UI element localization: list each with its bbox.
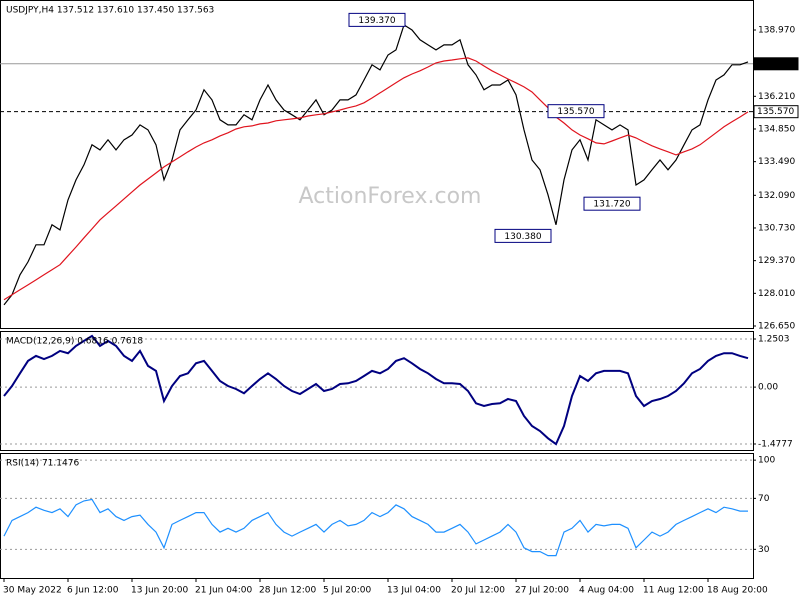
panel-frame	[0, 453, 754, 579]
y-tick-label: 100	[758, 456, 775, 466]
level-box	[753, 57, 799, 71]
x-tick-label: 13 Jun 20:00	[131, 586, 188, 596]
y-tick-label: 126.650	[758, 322, 795, 332]
y-tick-label: 134.850	[758, 124, 795, 134]
level-label: 135.570	[757, 107, 794, 117]
y-tick-label: 138.970	[758, 25, 795, 35]
x-tick-label: 6 Jun 12:00	[67, 586, 119, 596]
panel-title: MACD(12,26,9) 0.6816 0.7618	[6, 337, 143, 347]
annotation-box	[583, 196, 641, 211]
x-tick-label: 21 Jun 04:00	[195, 586, 252, 596]
annotation-label: 139.370	[358, 16, 395, 26]
series-line	[3, 334, 749, 446]
x-tick-label: 28 Jun 12:00	[259, 586, 316, 596]
y-tick-label: 1.2503	[758, 334, 790, 344]
annotation-box	[348, 12, 406, 27]
panel-frame	[0, 331, 754, 451]
y-tick-label: 129.370	[758, 256, 795, 266]
x-tick-label: 4 Aug 04:00	[579, 586, 634, 596]
annotation-box	[547, 104, 605, 119]
annotation-label: 135.570	[557, 107, 594, 117]
y-tick-label: 132.090	[758, 191, 795, 201]
x-tick-label: 11 Aug 12:00	[643, 586, 704, 596]
panel-frame	[0, 0, 754, 329]
panel-title: RSI(14) 71.1476	[6, 459, 79, 469]
y-tick-label: 128.010	[758, 289, 795, 299]
y-tick-label: 130.730	[758, 223, 795, 233]
annotation-label: 131.720	[593, 200, 630, 210]
series-line	[3, 57, 749, 301]
x-tick-label: 27 Jul 20:00	[515, 586, 569, 596]
series-line	[3, 23, 749, 306]
annotation-label: 130.380	[504, 232, 541, 242]
y-tick-label: -1.4777	[758, 439, 793, 449]
y-tick-label: 133.490	[758, 157, 795, 167]
x-tick-label: 13 Jul 04:00	[387, 586, 441, 596]
x-tick-label: 5 Jul 20:00	[323, 586, 372, 596]
level-box	[753, 105, 799, 119]
y-tick-label: 0.00	[758, 383, 778, 393]
panel-title: USDJPY,H4 137.512 137.610 137.450 137.56…	[6, 6, 214, 16]
x-tick-label: 18 Aug 20:00	[707, 586, 768, 596]
y-tick-label: 136.210	[758, 92, 795, 102]
watermark: ActionForex.com	[299, 184, 482, 209]
x-tick-label: 30 May 2022	[3, 586, 62, 596]
series-line	[3, 498, 748, 557]
y-tick-label: 70	[758, 494, 770, 504]
annotation-box	[494, 228, 552, 243]
x-tick-label: 20 Jul 12:00	[451, 586, 505, 596]
y-tick-label: 30	[758, 545, 770, 555]
level-label: 137.563	[757, 59, 794, 69]
